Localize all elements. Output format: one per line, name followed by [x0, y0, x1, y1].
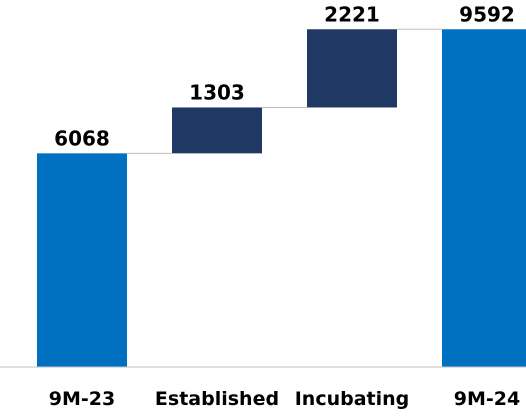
category-label: 9M-23 [49, 388, 115, 410]
data-label: 6068 [54, 126, 110, 150]
category-labels-group: 9M-23 Established Incubating 9M-24 [49, 388, 520, 410]
category-label: 9M-24 [454, 388, 520, 410]
bars-group [37, 29, 526, 367]
bar-9m-23 [37, 153, 127, 367]
connector-lines [127, 28, 442, 154]
bar-incubating [307, 29, 397, 108]
bar-established [172, 107, 262, 154]
data-label: 2221 [324, 2, 380, 26]
data-label: 1303 [189, 80, 245, 104]
data-label: 9592 [459, 2, 515, 26]
data-labels-group: 6068 1303 2221 9592 [54, 2, 515, 150]
category-label: Incubating [295, 388, 410, 410]
bar-9m-24 [442, 29, 526, 367]
category-label: Established [155, 388, 279, 410]
